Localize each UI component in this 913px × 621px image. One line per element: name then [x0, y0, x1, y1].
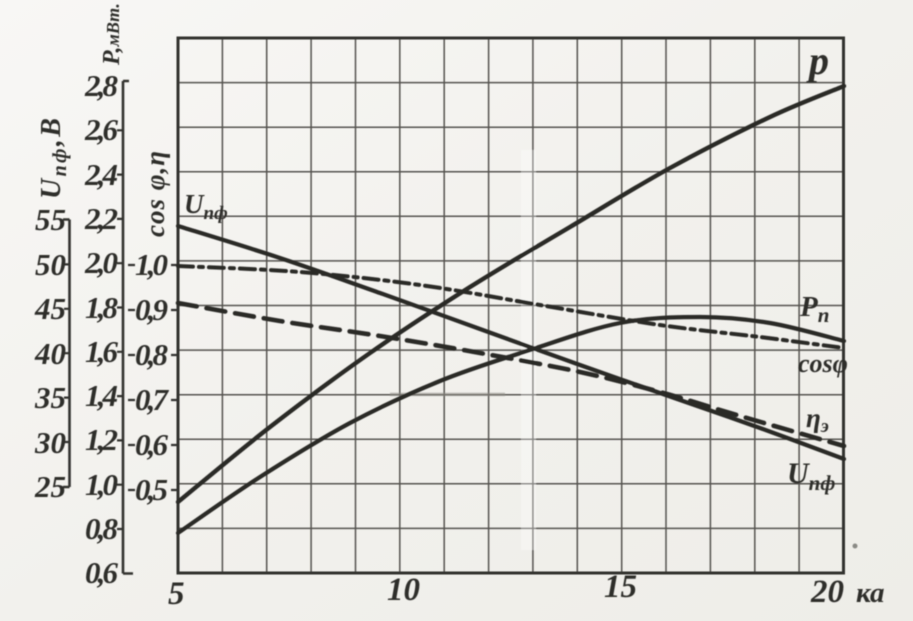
- svg-text:р: р: [806, 38, 829, 83]
- svg-text:1,2: 1,2: [85, 422, 118, 457]
- svg-text:20: 20: [810, 574, 844, 610]
- svg-text:55: 55: [35, 202, 66, 237]
- svg-text:10: 10: [387, 572, 420, 608]
- svg-text:ка: ка: [856, 577, 884, 609]
- svg-text:15: 15: [604, 569, 637, 605]
- svg-text:2,8: 2,8: [84, 68, 119, 103]
- svg-text:0,9: 0,9: [135, 292, 168, 327]
- svg-text:2,2: 2,2: [84, 201, 118, 236]
- svg-text:1,4: 1,4: [85, 378, 118, 413]
- svg-text:0,6: 0,6: [135, 427, 169, 462]
- svg-text:2,0: 2,0: [84, 245, 118, 280]
- svg-text:0,6: 0,6: [85, 555, 119, 590]
- svg-text:0,5: 0,5: [135, 472, 168, 507]
- svg-text:50: 50: [35, 247, 66, 282]
- svg-text:cos φ,η: cos φ,η: [140, 150, 170, 237]
- svg-text:35: 35: [34, 380, 66, 415]
- svg-text:1,8: 1,8: [85, 290, 119, 325]
- svg-text:45: 45: [34, 291, 66, 326]
- svg-text:Uпф,В: Uпф,В: [36, 116, 71, 199]
- svg-text:1,0: 1,0: [135, 247, 168, 282]
- svg-text:0,8: 0,8: [135, 337, 169, 372]
- svg-text:30: 30: [34, 425, 66, 460]
- svg-text:1,6: 1,6: [85, 334, 119, 369]
- svg-text:1,0: 1,0: [85, 467, 118, 502]
- svg-text:Р,мВт.: Р,мВт.: [99, 3, 125, 66]
- svg-text:2,4: 2,4: [84, 157, 118, 192]
- svg-text:5: 5: [168, 576, 185, 612]
- svg-text:2,6: 2,6: [84, 112, 119, 147]
- svg-text:0,7: 0,7: [135, 382, 170, 417]
- svg-text:25: 25: [34, 469, 66, 504]
- svg-text:40: 40: [34, 336, 66, 371]
- svg-text:cosφ: cosφ: [798, 349, 848, 378]
- svg-text:0,8: 0,8: [85, 511, 119, 546]
